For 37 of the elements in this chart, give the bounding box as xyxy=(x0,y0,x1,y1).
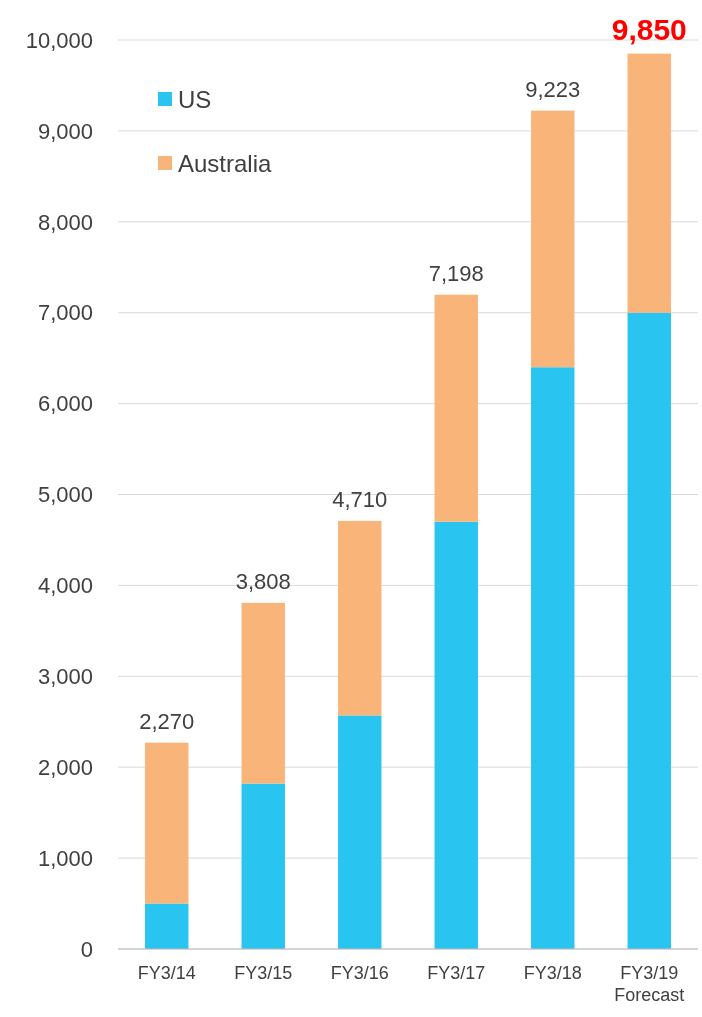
total-label: 9,850 xyxy=(611,12,687,46)
bar xyxy=(338,520,382,716)
y-tick-label: 6,000 xyxy=(37,391,93,417)
y-tick-label: 1,000 xyxy=(37,845,93,871)
legend-label: Australia xyxy=(178,150,273,178)
y-tick-label: 7,000 xyxy=(37,300,93,326)
bar xyxy=(145,742,189,904)
y-tick-label: 10,000 xyxy=(25,27,93,53)
x-tick-label: FY3/15 xyxy=(234,963,293,983)
y-tick-label: 9,000 xyxy=(37,118,93,144)
y-tick-label: 3,000 xyxy=(37,664,93,689)
x-tick-label: FY3/16 xyxy=(330,963,389,983)
y-tick-label: 2,000 xyxy=(37,754,93,780)
bar xyxy=(627,312,671,949)
bar xyxy=(627,53,671,313)
y-tick-label: 8,000 xyxy=(37,209,93,235)
bar xyxy=(434,294,478,522)
bar xyxy=(434,521,478,949)
total-label: 4,710 xyxy=(332,486,388,512)
bar xyxy=(241,602,285,784)
y-tick-label: 5,000 xyxy=(37,482,93,508)
bar xyxy=(531,367,575,949)
y-tick-label: 4,000 xyxy=(37,573,93,599)
x-tick-label: FY3/18 xyxy=(523,963,582,983)
bar xyxy=(145,903,189,949)
legend-label: US xyxy=(178,86,212,114)
x-tick-label: FY3/17 xyxy=(427,963,486,983)
bar xyxy=(531,110,575,368)
bar xyxy=(338,715,382,949)
x-tick-label: FY3/14 xyxy=(137,963,196,983)
x-tick-label: FY3/19 Forecast xyxy=(614,963,685,1005)
y-tick-label: 0 xyxy=(80,936,93,962)
bar xyxy=(241,783,285,949)
total-label: 9,223 xyxy=(525,76,581,102)
total-label: 2,270 xyxy=(139,708,195,734)
total-label: 7,198 xyxy=(428,260,484,286)
total-label: 3,808 xyxy=(235,568,291,594)
